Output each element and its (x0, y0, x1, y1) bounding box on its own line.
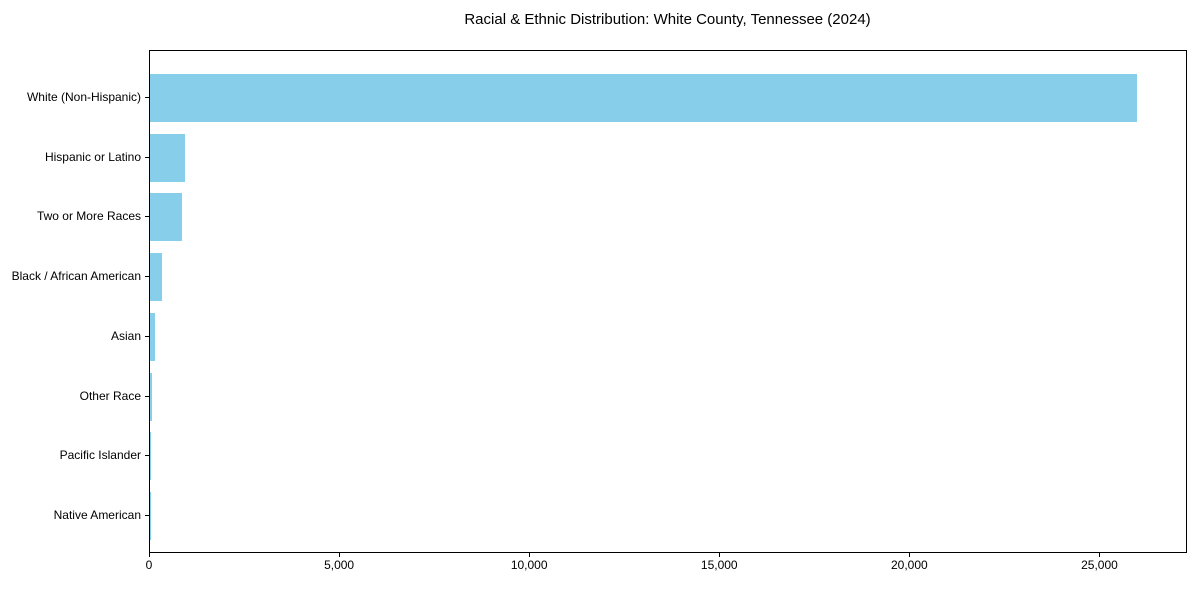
bar (150, 193, 182, 242)
y-axis-tick (145, 156, 149, 158)
y-axis-label: Asian (110, 328, 141, 343)
y-axis-label: Two or More Races (36, 209, 141, 224)
y-axis-tick (145, 455, 149, 457)
y-axis-tick (145, 395, 149, 397)
y-axis-label: Other Race (79, 388, 141, 403)
y-axis-label: White (Non-Hispanic) (26, 90, 141, 104)
x-axis-tick (1099, 553, 1101, 557)
bar (150, 133, 185, 182)
x-axis-tick-label: 20,000 (891, 558, 928, 572)
bar (150, 253, 162, 302)
y-axis-tick (145, 514, 149, 516)
x-axis-tick (719, 553, 721, 557)
x-axis-tick (339, 553, 341, 557)
plot-area (149, 50, 1187, 553)
bar (150, 372, 153, 421)
x-axis-tick-label: 5,000 (324, 558, 355, 572)
x-axis-tick (529, 553, 531, 557)
bar (150, 432, 151, 481)
chart-title: Racial & Ethnic Distribution: White Coun… (464, 11, 871, 28)
y-axis-tick (145, 97, 149, 98)
x-axis-tick-label: 0 (145, 558, 153, 572)
bar (150, 491, 151, 540)
y-axis-tick (145, 335, 149, 337)
x-axis-tick-label: 10,000 (510, 558, 548, 572)
y-axis-label: Hispanic or Latino (44, 149, 141, 164)
x-axis-tick-label: 25,000 (1081, 558, 1118, 572)
y-axis-label: Pacific Islander (59, 448, 141, 463)
y-axis-tick (145, 276, 149, 278)
bar (150, 312, 155, 361)
y-axis-label: Black / African American (11, 269, 141, 284)
x-axis-tick (149, 553, 150, 557)
y-axis-tick (145, 216, 149, 218)
x-axis-tick-label: 15,000 (700, 558, 738, 572)
bar (150, 74, 1137, 122)
y-axis-label: Native American (53, 507, 141, 522)
x-axis-tick (909, 553, 911, 557)
